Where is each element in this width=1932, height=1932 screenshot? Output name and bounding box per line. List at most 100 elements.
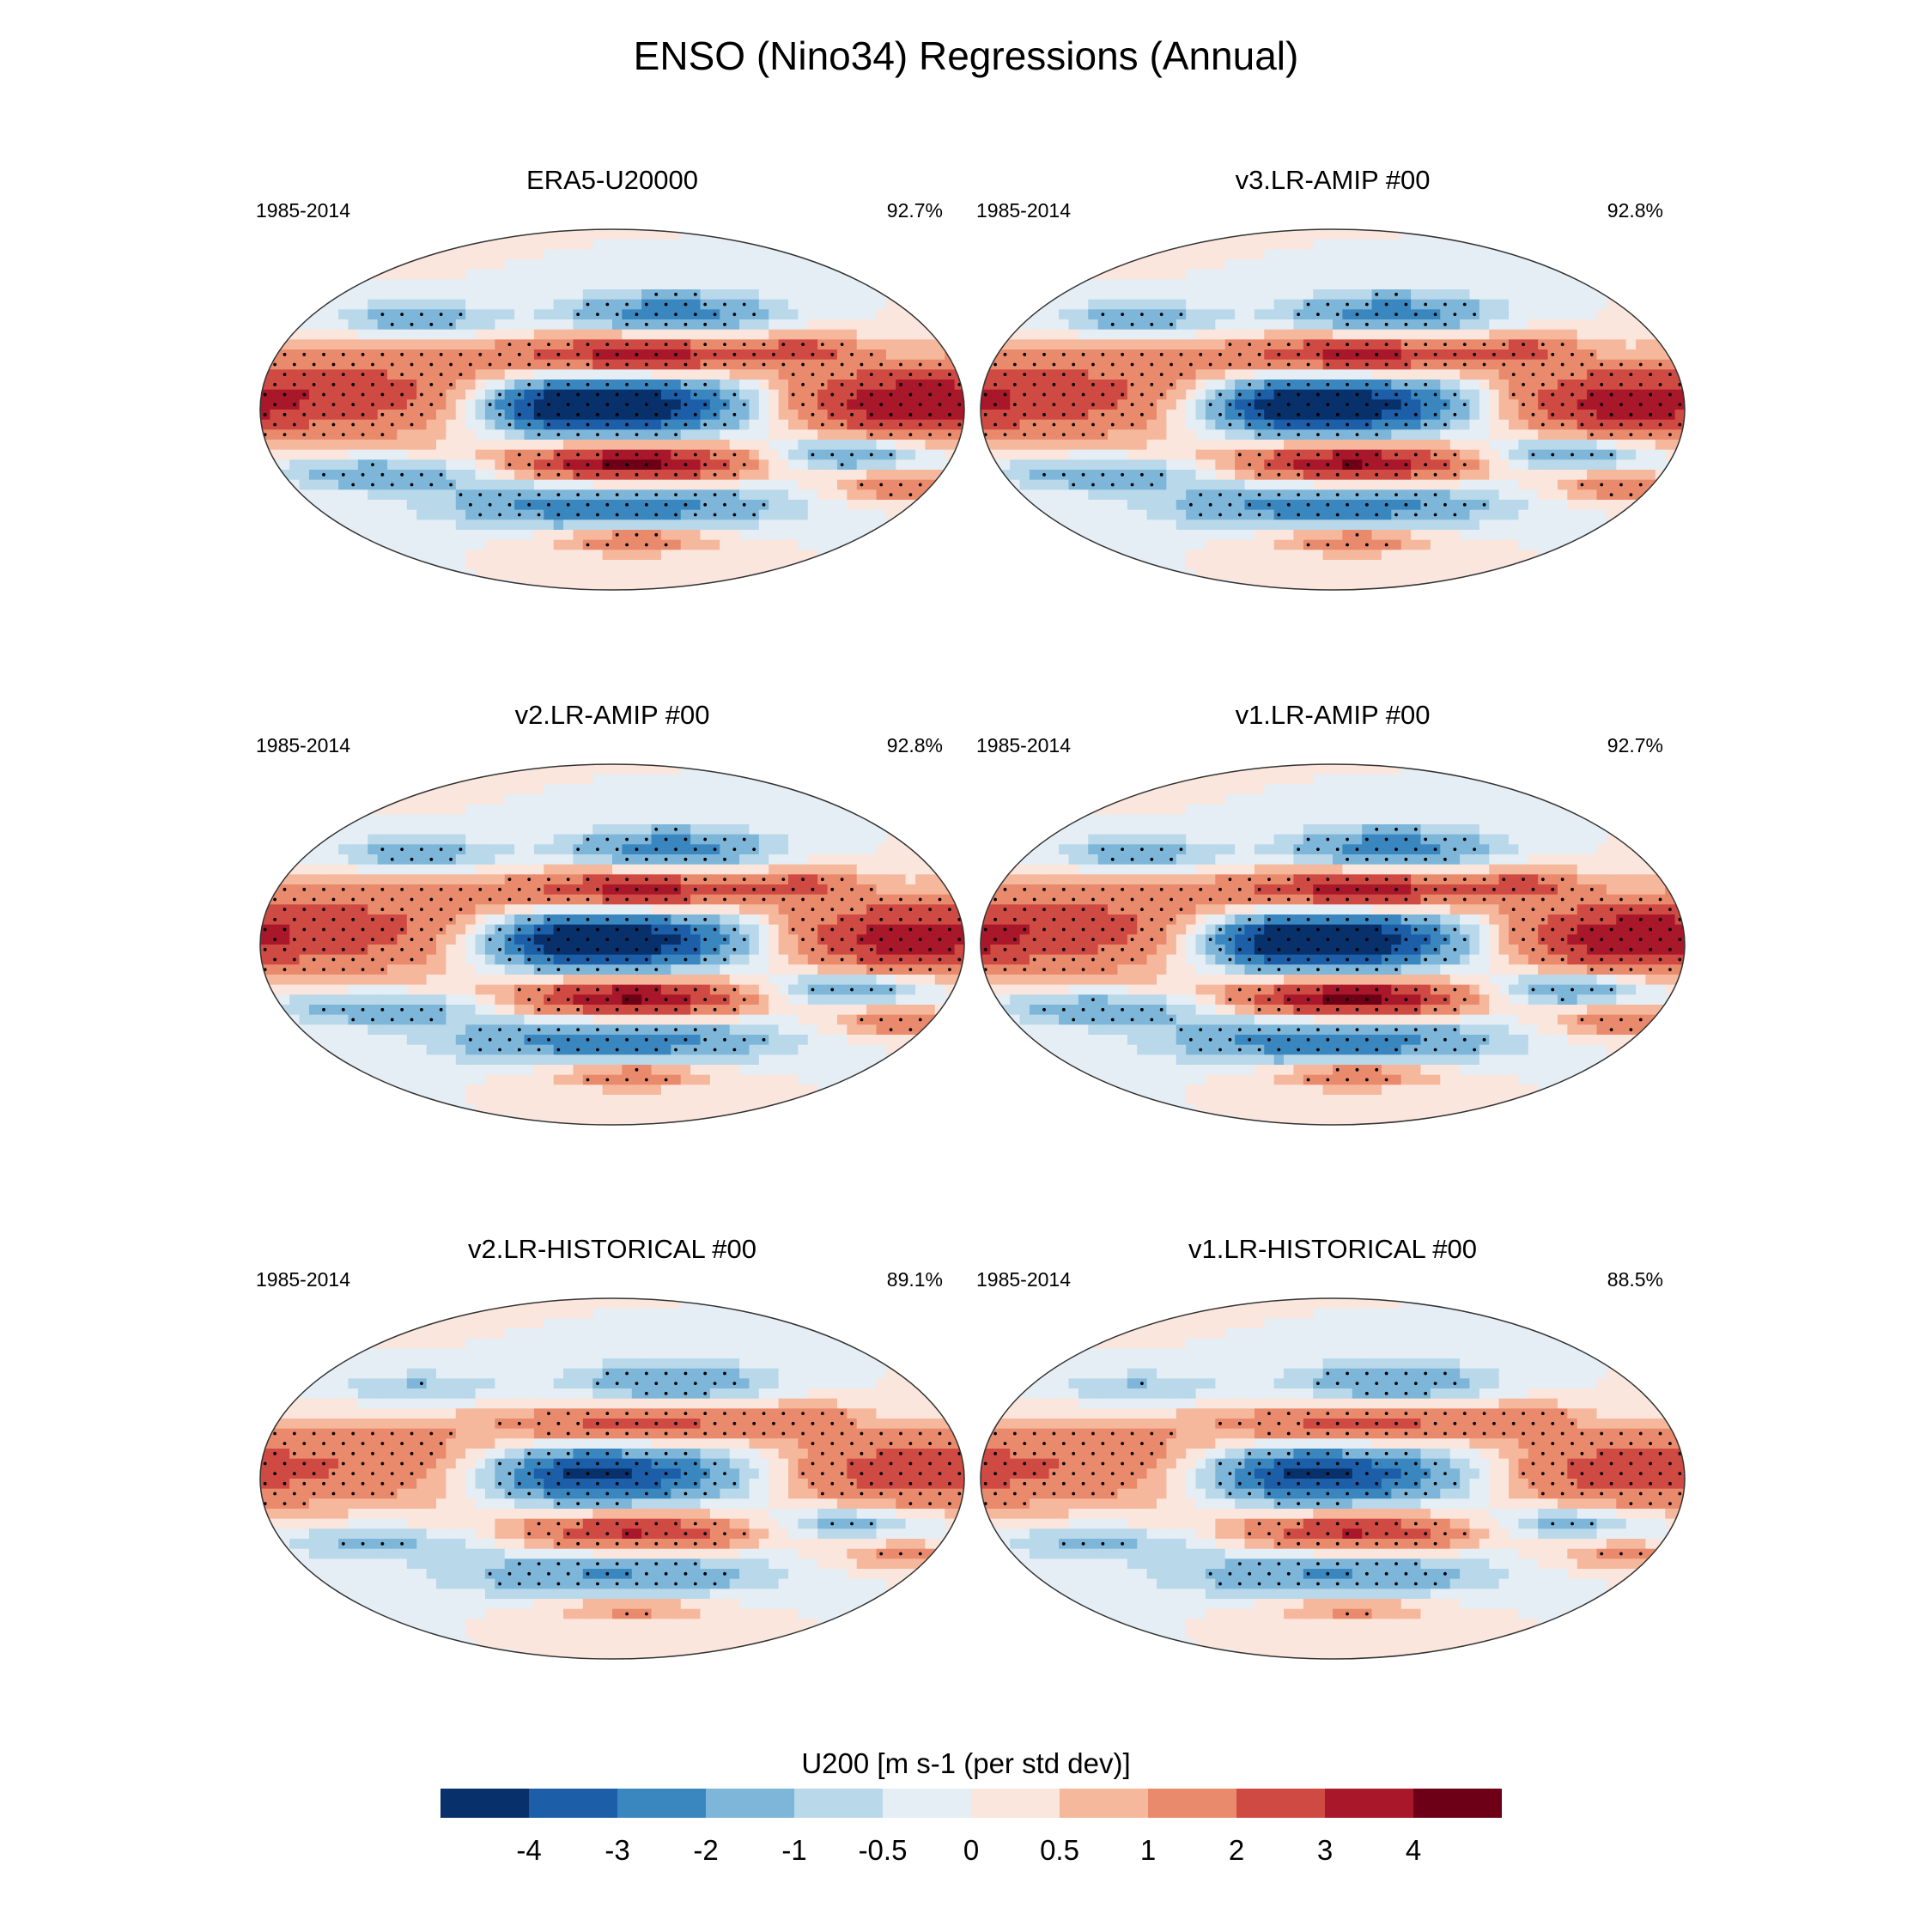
map-cell xyxy=(1567,299,1578,310)
map-cell xyxy=(622,269,633,280)
significance-dot xyxy=(273,403,276,407)
significance-dot xyxy=(615,433,619,437)
map-cell xyxy=(999,249,1011,260)
map-cell xyxy=(827,509,838,520)
map-cell xyxy=(1587,259,1598,270)
map-cell xyxy=(945,560,956,571)
map-cell xyxy=(1411,269,1422,280)
significance-dot xyxy=(674,313,677,317)
significance-dot xyxy=(644,543,648,547)
map-cell xyxy=(896,269,907,280)
map-cell xyxy=(915,329,927,340)
map-cell xyxy=(700,449,711,460)
map-cell xyxy=(709,399,720,410)
map-cell xyxy=(1400,289,1412,301)
map-cell xyxy=(475,449,486,460)
map-cell xyxy=(279,539,290,550)
map-cell xyxy=(1186,399,1197,410)
map-cell xyxy=(885,249,896,260)
map-cell xyxy=(622,239,633,250)
map-cell xyxy=(739,440,750,451)
map-cell xyxy=(1108,339,1119,350)
map-cell xyxy=(1411,289,1422,301)
significance-dot xyxy=(1413,392,1418,397)
map-cell xyxy=(739,380,750,391)
map-cell xyxy=(856,440,867,451)
map-cell xyxy=(348,489,359,501)
significance-dot xyxy=(1433,453,1437,457)
map-cell xyxy=(1577,410,1588,421)
map-cell xyxy=(1616,389,1627,400)
significance-dot xyxy=(576,313,580,317)
map-cell xyxy=(1381,429,1392,440)
map-cell xyxy=(1489,440,1500,451)
map-cell xyxy=(289,539,301,550)
map-cell xyxy=(270,259,281,270)
map-cell xyxy=(856,580,867,590)
map-cell xyxy=(631,329,642,340)
map-cell xyxy=(475,380,486,391)
map-cell xyxy=(836,410,848,421)
map-cell xyxy=(1362,429,1373,440)
map-cell xyxy=(758,479,769,490)
map-cell xyxy=(1498,229,1510,240)
map-cell xyxy=(954,289,964,301)
map-cell xyxy=(397,539,408,550)
map-cell xyxy=(680,269,691,280)
map-cell xyxy=(690,569,702,580)
significance-dot xyxy=(752,513,756,517)
map-cell xyxy=(1587,289,1598,301)
map-cell xyxy=(1528,279,1539,290)
map-cell xyxy=(739,279,750,290)
significance-dot xyxy=(1609,433,1613,437)
map-cell xyxy=(827,489,838,501)
map-cell xyxy=(465,399,477,410)
map-cell xyxy=(1460,279,1471,290)
map-cell xyxy=(533,229,544,240)
significance-dot xyxy=(889,453,893,457)
map-cell xyxy=(1411,329,1422,340)
map-cell xyxy=(1166,449,1177,460)
map-cell xyxy=(1469,319,1480,331)
map-cell xyxy=(817,329,829,340)
significance-dot xyxy=(1404,302,1408,307)
map-cell xyxy=(416,489,428,501)
map-cell xyxy=(602,319,613,331)
map-cell xyxy=(847,259,858,270)
map-cell xyxy=(709,440,720,451)
panel-correlation: 92.7% xyxy=(886,199,943,222)
map-cell xyxy=(1146,289,1157,301)
map-cell xyxy=(1068,259,1079,270)
significance-dot xyxy=(1326,382,1330,386)
map-cell xyxy=(866,289,878,301)
map-cell xyxy=(484,440,495,451)
map-cell xyxy=(876,569,887,580)
map-cell xyxy=(1567,399,1578,410)
map-cell xyxy=(1097,299,1109,310)
significance-dot xyxy=(576,493,580,497)
map-cell xyxy=(1176,449,1187,460)
map-cell xyxy=(495,399,506,410)
map-cell xyxy=(945,399,956,410)
map-cell xyxy=(807,500,818,511)
map-cell xyxy=(1371,259,1382,270)
map-cell xyxy=(1577,239,1588,250)
map-cell xyxy=(885,329,896,340)
map-cell xyxy=(1186,380,1197,391)
map-cell xyxy=(338,489,349,501)
map-cell xyxy=(484,249,495,260)
significance-dot xyxy=(1140,412,1144,416)
map-cell xyxy=(328,269,339,280)
map-cell xyxy=(866,359,878,370)
significance-dot xyxy=(331,403,336,407)
map-cell xyxy=(446,449,457,460)
map-cell xyxy=(720,479,731,490)
significance-dot xyxy=(869,412,873,416)
map-cell xyxy=(1117,299,1128,310)
map-cell xyxy=(1176,279,1187,290)
map-cell xyxy=(1254,279,1265,290)
significance-dot xyxy=(410,362,414,367)
map-cell xyxy=(1538,239,1549,250)
map-cell xyxy=(1342,229,1353,240)
significance-dot xyxy=(1404,322,1408,326)
